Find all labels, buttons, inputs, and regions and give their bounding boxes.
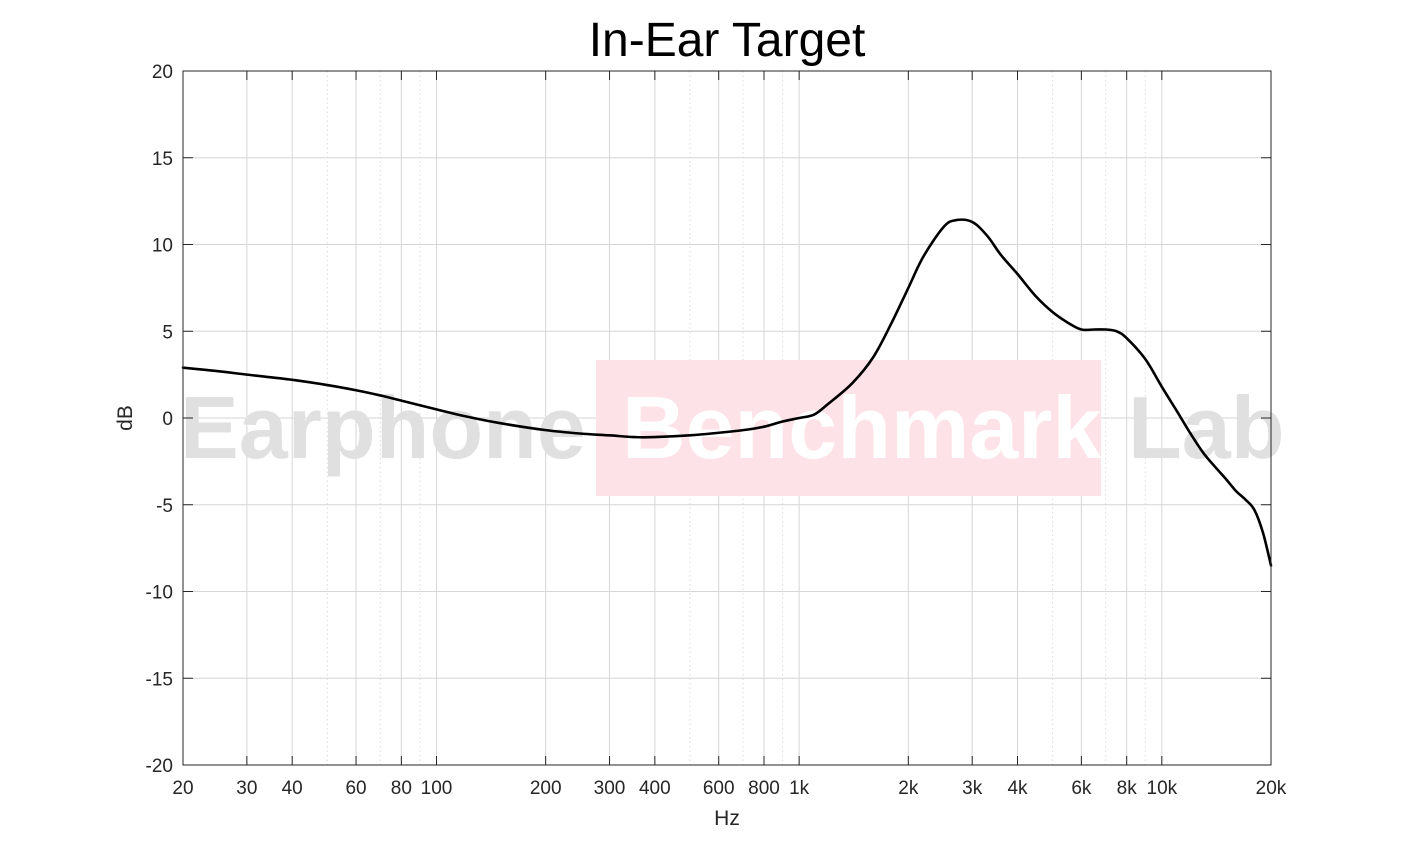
y-tick-label: 0 — [162, 409, 173, 430]
y-tick-label: -15 — [146, 669, 173, 690]
x-tick-label: 100 — [421, 778, 453, 799]
y-tick-label: 5 — [162, 322, 173, 343]
watermark-word-lab: Lab — [1128, 378, 1284, 477]
chart-title: In-Ear Target — [589, 14, 866, 67]
y-tick-label: -20 — [146, 756, 173, 777]
x-tick-label: 30 — [236, 778, 257, 799]
y-tick-label: 15 — [152, 149, 173, 170]
x-tick-label: 40 — [282, 778, 303, 799]
x-tick-label: 300 — [594, 778, 626, 799]
tick-marks — [182, 70, 1272, 766]
x-tick-label: 400 — [639, 778, 671, 799]
y-axis-label: dB — [114, 405, 137, 431]
x-tick-label: 1k — [789, 778, 810, 799]
x-axis-label: Hz — [714, 807, 740, 830]
x-tick-label: 200 — [530, 778, 562, 799]
x-tick-label: 6k — [1071, 778, 1092, 799]
x-tick-labels: 20 30 40 60 80 100 200 300 400 600 800 1k 2k 3k 4k 6k 8k… — [172, 778, 1286, 799]
x-tick-label: 4k — [1007, 778, 1028, 799]
y-tick-label: 20 — [152, 62, 173, 83]
x-tick-label: 20 — [172, 778, 193, 799]
watermark-word-benchmark: Benchmark — [622, 378, 1102, 477]
x-tick-label: 80 — [391, 778, 412, 799]
x-tick-label: 60 — [345, 778, 366, 799]
series-layer — [181, 218, 1273, 567]
series-line — [181, 218, 1273, 567]
x-tick-label: 800 — [748, 778, 780, 799]
y-tick-labels: 20 15 10 5 0 -5 -10 -15 -20 — [146, 62, 173, 777]
x-tick-label: 10k — [1147, 778, 1178, 799]
watermark-word-earphone: Earphone — [180, 378, 586, 477]
x-tick-label: 600 — [703, 778, 735, 799]
y-tick-label: 10 — [152, 236, 173, 257]
x-tick-label: 20k — [1256, 778, 1287, 799]
x-tick-label: 3k — [962, 778, 983, 799]
x-tick-label: 2k — [898, 778, 919, 799]
y-tick-label: -5 — [156, 496, 173, 517]
watermark-highlight-box — [596, 360, 1101, 496]
x-tick-label: 8k — [1117, 778, 1138, 799]
y-tick-label: -10 — [146, 583, 173, 604]
watermark: Earphone Benchmark Lab — [180, 360, 1284, 496]
